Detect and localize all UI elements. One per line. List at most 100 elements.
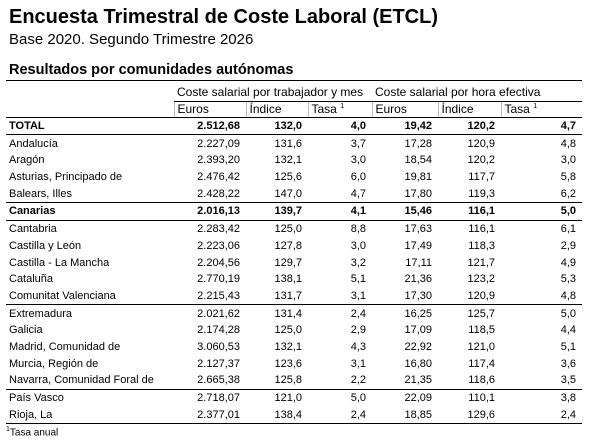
value-cell: 3,6 — [560, 357, 576, 370]
value-cell: 2.393,20 — [197, 154, 240, 167]
region-name: Galicia — [9, 324, 43, 337]
value-cell: 117,4 — [468, 357, 495, 370]
region-name: Castilla - La Mancha — [9, 256, 110, 269]
region-name: TOTAL — [6, 117, 174, 136]
column-label: Tasa — [311, 102, 337, 117]
table-row: Comunitat Valenciana 2.215,43 131,7 3,1 17,3… — [6, 287, 582, 306]
table-row: TOTAL 2.512,68 132,0 4,0 19,42 120,2 4,7 — [6, 117, 582, 136]
section-title: Resultados por comunidades autónomas — [9, 62, 294, 78]
value-cell: 22,92 — [404, 340, 432, 353]
region-name: País Vasco — [9, 392, 64, 405]
value-cell: 4,3 — [350, 340, 366, 353]
value-cell: 16,80 — [404, 357, 432, 370]
value-cell: 2.204,56 — [197, 256, 240, 269]
value-cell: 2.665,38 — [174, 372, 246, 390]
title: Encuesta Trimestral de Coste Laboral (ET… — [9, 6, 438, 28]
value-cell: 17,30 — [372, 287, 438, 306]
table-row: Balears, Illes 2.428,22 147,0 4,7 17,80 119,3… — [6, 185, 582, 204]
value-cell: 121,0 — [274, 392, 302, 405]
region-name: Rioja, La — [6, 406, 174, 425]
value-cell: 3,8 — [560, 392, 576, 405]
table-row: Madrid, Comunidad de 3.060,53 132,1 4,3 22,9… — [6, 339, 582, 356]
value-cell: 125,0 — [274, 223, 302, 236]
region-name: Madrid, Comunidad de — [9, 340, 121, 353]
value-cell: 5,0 — [350, 392, 366, 405]
value-cell: 4,1 — [308, 202, 372, 221]
table-row: Castilla - La Mancha 2.204,56 129,7 3,2 17,1… — [6, 254, 582, 271]
value-cell: 118,6 — [438, 372, 501, 390]
value-cell: 3,1 — [308, 287, 372, 306]
value-cell: 3.060,53 — [197, 340, 240, 353]
table-row: Cataluña 2.770,19 138,1 5,1 21,36 123,2 5,3 — [6, 271, 582, 288]
region-name: Aragón — [9, 154, 45, 167]
subtitle: Base 2020. Segundo Trimestre 2026 — [9, 31, 254, 48]
table-row: Murcia, Región de 2.127,37 123,6 3,1 16,80 11… — [6, 355, 582, 372]
value-cell: 17,28 — [404, 137, 432, 150]
value-cell: 4,0 — [308, 117, 372, 136]
value-cell: 5,1 — [560, 340, 576, 353]
value-cell: 2,9 — [350, 324, 366, 337]
value-cell: 120,2 — [438, 117, 501, 136]
value-cell: 3,0 — [350, 239, 366, 252]
region-name: Asturias, Principado de — [9, 171, 123, 184]
value-cell: 3,0 — [560, 154, 576, 167]
table-row: Extremadura 2.021,62 131,4 2,4 16,25 125,7 5,0 — [6, 305, 582, 322]
value-cell: 116,1 — [438, 202, 501, 221]
value-cell: 131,4 — [274, 307, 302, 320]
value-cell: 4,4 — [560, 324, 576, 337]
column-header: Tasa 1 — [307, 101, 372, 118]
value-cell: 119,3 — [438, 185, 501, 204]
value-cell: 2.016,13 — [174, 202, 246, 221]
value-cell: 17,11 — [405, 256, 432, 269]
value-cell: 125,0 — [274, 324, 302, 337]
value-cell: 2.283,42 — [197, 223, 240, 236]
region-name: Canarias — [6, 202, 174, 221]
column-label: Índice — [249, 102, 282, 117]
table-row: Galicia 2.174,28 125,0 2,9 17,09 118,5 4,4 — [6, 322, 582, 339]
value-cell: 123,2 — [467, 273, 495, 286]
column-header: Índice — [245, 101, 308, 118]
column-label: Euros — [375, 102, 407, 117]
value-cell: 6,0 — [350, 171, 366, 184]
value-cell: 118,3 — [468, 239, 495, 252]
value-cell: 4,8 — [560, 137, 576, 150]
value-cell: 132,0 — [246, 117, 308, 136]
table-row: Castilla y León 2.223,06 127,8 3,0 17,49 118,… — [6, 238, 582, 255]
region-name: Murcia, Región de — [9, 357, 99, 370]
region-name: Comunitat Valenciana — [6, 287, 174, 306]
value-cell: 2.476,42 — [197, 171, 240, 184]
value-cell: 117,7 — [468, 171, 495, 184]
value-cell: 16,25 — [404, 307, 432, 320]
column-header: Tasa 1 — [500, 101, 582, 118]
footnote-mark: 1 — [6, 426, 10, 433]
value-cell: 22,09 — [404, 392, 432, 405]
spacer — [6, 84, 174, 101]
value-cell: 2.127,37 — [197, 357, 240, 370]
table-row: Aragón 2.393,20 132,1 3,0 18,54 120,2 3,0 — [6, 152, 582, 169]
footnote-text: Tasa anual — [9, 427, 59, 439]
value-cell: 4,7 — [308, 185, 372, 204]
value-cell: 3,7 — [350, 137, 366, 150]
value-cell: 3,5 — [501, 372, 582, 390]
value-cell: 125,7 — [467, 307, 495, 320]
value-cell: 116,1 — [468, 223, 495, 236]
value-cell: 17,49 — [404, 239, 432, 252]
column-label: Índice — [441, 102, 474, 117]
value-cell: 120,2 — [467, 154, 495, 167]
table-row: País Vasco 2.718,07 121,0 5,0 22,09 110,1 3,8 — [6, 389, 582, 406]
value-cell: 3,0 — [350, 154, 366, 167]
value-cell: 132,1 — [274, 154, 302, 167]
value-cell: 2,4 — [350, 307, 366, 320]
value-cell: 19,81 — [404, 171, 432, 184]
table-row: Canarias 2.016,13 139,7 4,1 15,46 116,1 5,0 — [6, 202, 582, 221]
region-name: Navarra, Comunidad Foral de — [6, 372, 174, 390]
value-cell: 5,0 — [501, 202, 582, 221]
group-header: Coste salarial por hora efectiva — [372, 84, 582, 102]
region-name: Andalucía — [9, 137, 58, 150]
value-cell: 4,8 — [501, 287, 582, 306]
value-cell: 3,1 — [350, 357, 366, 370]
column-header: Euros — [371, 101, 438, 118]
value-cell: 147,0 — [246, 185, 308, 204]
value-cell: 110,1 — [468, 392, 495, 405]
